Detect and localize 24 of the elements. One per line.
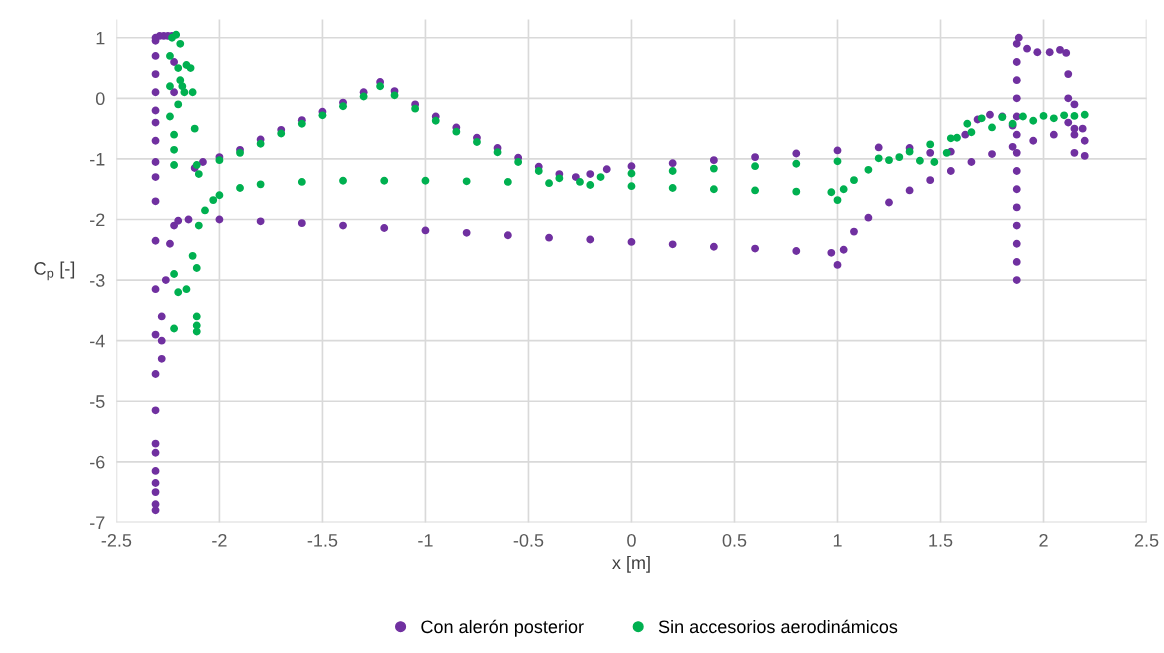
x-tick-label: 2 xyxy=(1039,533,1048,547)
x-tick-label: 0.5 xyxy=(722,533,747,547)
x-tick-label: -2 xyxy=(212,533,227,547)
y-tick-label: -3 xyxy=(90,274,105,287)
legend-label: Sin accesorios aerodinámicos xyxy=(658,619,898,634)
x-tick-label: -1 xyxy=(418,534,433,547)
y-tick-label: -5 xyxy=(90,395,105,408)
y-tick-label: 0 xyxy=(95,92,105,106)
y-tick-label: -1 xyxy=(90,153,105,166)
y-tick-label: -7 xyxy=(90,516,105,529)
legend-label: Con alerón posterior xyxy=(421,619,584,637)
y-tick-label: 1 xyxy=(96,31,105,45)
x-tick-label: -1.5 xyxy=(307,534,338,547)
x-tick-label: -0.5 xyxy=(513,533,544,547)
y-tick-label: -2 xyxy=(90,213,105,227)
x-tick-label: 1 xyxy=(833,534,842,547)
x-tick-label: -2.5 xyxy=(101,533,132,547)
x-tick-label: 0 xyxy=(627,533,636,547)
y-tick-label: -6 xyxy=(90,455,105,469)
y-axis-title: C$_{p}$ [-] xyxy=(34,261,75,281)
x-tick-label: 2.5 xyxy=(1134,533,1159,547)
x-tick-label: 1.5 xyxy=(929,534,953,547)
x-axis-title: x [m] xyxy=(612,555,650,573)
y-tick-label: -4 xyxy=(90,334,105,348)
